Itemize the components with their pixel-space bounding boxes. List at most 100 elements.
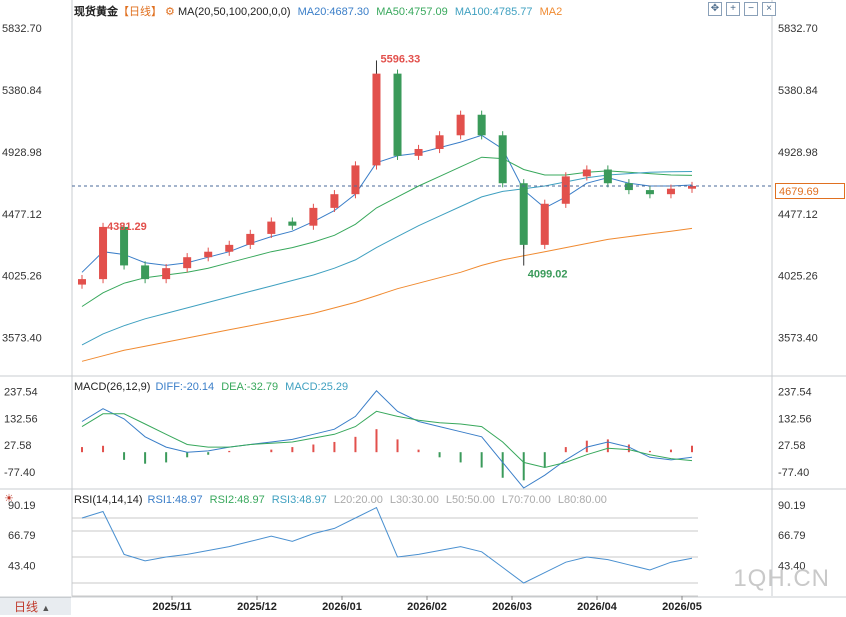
ma-line-ma2	[81, 227, 693, 362]
candle-body	[183, 257, 192, 269]
macd-y-tick-right: 27.58	[778, 440, 806, 452]
move-icon[interactable]: ✥	[708, 2, 722, 16]
candle-body	[498, 135, 507, 184]
rsi-y-tick-left: 43.40	[8, 561, 36, 573]
candle-body	[688, 185, 696, 189]
candle-body	[78, 279, 86, 285]
toolbar: ✥ + − ×	[708, 2, 776, 16]
y-tick-left: 3573.40	[2, 333, 42, 345]
y-tick-right: 5832.70	[778, 23, 818, 35]
macd-dea-label: DEA:-32.79	[221, 381, 279, 393]
candle-body	[99, 226, 108, 280]
ma20-label: MA20:4687.30	[297, 6, 370, 18]
l80-label: L80:80.00	[557, 494, 607, 506]
high-label: 5596.33	[380, 53, 420, 65]
candle-body	[162, 268, 171, 280]
last-price-tag: 4679.69	[775, 183, 845, 199]
x-tick-label: 2025/12	[237, 601, 277, 613]
candle-body	[414, 148, 423, 156]
y-tick-left: 4477.12	[2, 209, 42, 221]
y-tick-right: 5380.84	[778, 85, 818, 97]
candle-body	[582, 169, 591, 177]
candle-body	[330, 194, 339, 208]
candle-body	[456, 114, 465, 136]
macd-y-tick-left: 132.56	[4, 413, 38, 425]
ma-label: MA(20,50,100,200,0,0)	[177, 6, 291, 18]
rsi2-label: RSI2:48.97	[209, 494, 265, 506]
candle-body	[561, 176, 570, 204]
l20-label: L20:20.00	[333, 494, 383, 506]
macd-y-tick-left: 27.58	[4, 440, 32, 452]
y-tick-right: 4928.98	[778, 147, 818, 159]
candle-body	[351, 165, 360, 195]
y-tick-right: 4477.12	[778, 209, 818, 221]
candle-body	[666, 188, 675, 195]
macd-diff-label: DIFF:-20.14	[155, 381, 215, 393]
y-tick-left: 5380.84	[2, 85, 42, 97]
y-tick-left: 5832.70	[2, 23, 42, 35]
candle-body	[267, 221, 276, 234]
close-icon[interactable]: ×	[762, 2, 776, 16]
candle-body	[435, 135, 444, 149]
candle-body	[225, 244, 234, 252]
candle-body	[393, 73, 402, 156]
candle-body	[309, 207, 318, 226]
candle-body	[624, 183, 633, 191]
y-tick-right: 3573.40	[778, 333, 818, 345]
x-tick-label: 2026/01	[322, 601, 362, 613]
x-tick-label: 2026/04	[577, 601, 618, 613]
macd-title: MACD(26,12,9)	[74, 381, 151, 393]
macd-line-diff	[81, 390, 693, 489]
macd-y-tick-left: 237.54	[4, 386, 38, 398]
x-tick-label: 2026/03	[492, 601, 532, 613]
y-tick-left: 4928.98	[2, 147, 42, 159]
macd-y-tick-right: 132.56	[778, 413, 812, 425]
l30-label: L30:30.00	[389, 494, 439, 506]
l50-label: L50:50.00	[445, 494, 495, 506]
zoom-out-icon[interactable]: −	[744, 2, 758, 16]
rsi-title: RSI(14,14,14)	[74, 494, 143, 506]
candle-body	[603, 169, 612, 184]
rsi-y-tick-left: 90.19	[8, 500, 36, 512]
l70-label: L70:70.00	[501, 494, 551, 506]
y-tick-left: 4025.26	[2, 271, 42, 283]
rsi-y-tick-left: 66.79	[8, 530, 36, 542]
zoom-in-icon[interactable]: +	[726, 2, 740, 16]
candle-body	[120, 226, 129, 266]
low-label: 4099.02	[528, 269, 568, 281]
x-tick-label: 2025/11	[152, 601, 191, 613]
macd-value-label: MACD:25.29	[285, 381, 349, 393]
candle-body	[540, 203, 549, 245]
rsi-y-tick-right: 90.19	[778, 500, 806, 512]
macd-y-tick-right: 237.54	[778, 386, 812, 398]
x-tick-label: 2026/02	[407, 601, 447, 613]
rsi1-label: RSI1:48.97	[147, 494, 203, 506]
candle-body	[477, 114, 486, 136]
candle-body	[246, 233, 255, 245]
candle-body	[372, 73, 381, 166]
period-selector-label: 日线	[14, 600, 39, 614]
y-tick-right: 4025.26	[778, 271, 818, 283]
ma-line-ma100	[81, 171, 693, 346]
candle-body	[204, 251, 213, 258]
early-high-label: 4381.29	[107, 221, 147, 233]
candle-body	[645, 190, 654, 195]
watermark: 1QH.CN	[733, 565, 830, 592]
ma2-label: MA2	[539, 6, 563, 18]
macd-y-tick-right: -77.40	[778, 467, 809, 479]
candle-body	[288, 221, 297, 226]
rsi-y-tick-right: 66.79	[778, 530, 806, 542]
rsi3-label: RSI3:48.97	[271, 494, 327, 506]
x-tick-label: 2026/05	[662, 601, 702, 613]
ma100-label: MA100:4785.77	[454, 6, 533, 18]
rsi-y-tick-right: 43.40	[778, 561, 806, 573]
period-selector[interactable]: 日线 ▲	[0, 597, 71, 615]
ma50-label: MA50:4757.09	[376, 6, 448, 18]
macd-y-tick-left: -77.40	[4, 467, 35, 479]
settings-icon[interactable]: ⚙	[162, 6, 175, 18]
caret-up-icon: ▲	[41, 603, 51, 613]
macd-line-dea	[81, 410, 693, 469]
sun-icon[interactable]: ☀	[4, 493, 14, 505]
